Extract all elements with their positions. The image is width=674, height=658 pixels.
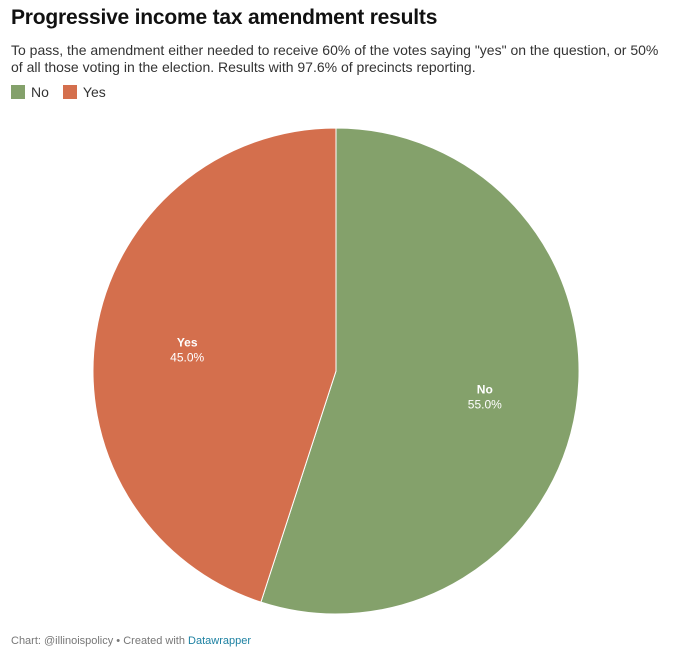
slice-value-no: 55.0%	[468, 398, 502, 412]
legend-swatch-no	[11, 85, 25, 99]
footer-credit: Chart: @illinoispolicy • Created with	[11, 635, 189, 647]
legend: No Yes	[11, 84, 106, 100]
pie-slice-yes	[92, 127, 337, 603]
slice-value-yes: 45.0%	[170, 350, 204, 364]
datawrapper-link[interactable]: Datawrapper	[188, 635, 252, 647]
legend-label-yes: Yes	[82, 84, 106, 100]
legend-swatch-yes	[62, 85, 77, 99]
slice-label-yes: Yes	[177, 335, 198, 349]
slice-label-no: No	[477, 383, 493, 397]
chart-subtitle: To pass, the amendment either needed to …	[11, 42, 659, 75]
pie-slice-no	[260, 127, 580, 615]
chart-title: Progressive income tax amendment results	[11, 6, 438, 29]
chart-footer: Chart: @illinoispolicy • Created with Da…	[11, 635, 251, 647]
legend-item-yes: Yes	[62, 84, 106, 100]
legend-item-no: No	[11, 84, 49, 100]
legend-label-no: No	[31, 84, 49, 100]
